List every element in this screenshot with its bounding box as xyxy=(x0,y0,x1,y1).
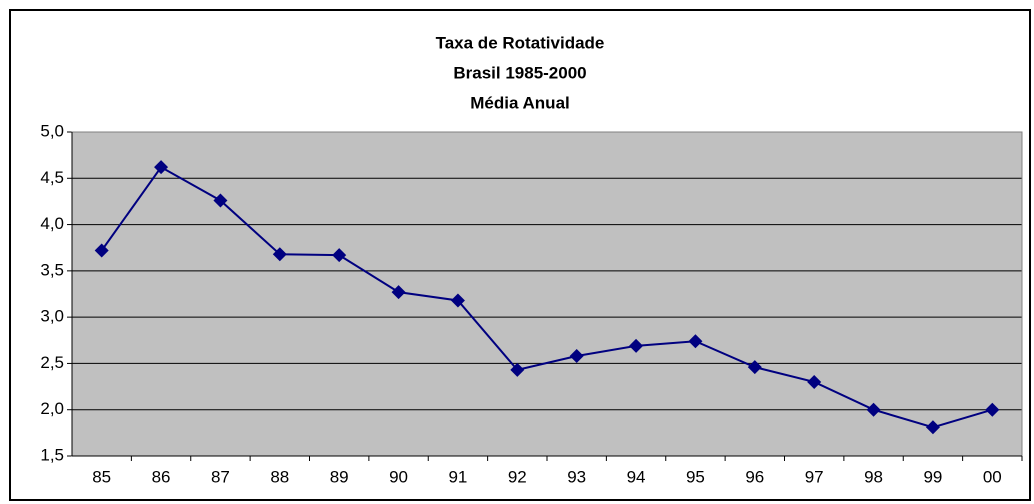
marker xyxy=(450,293,465,308)
chart-subtitle: Média Anual xyxy=(470,93,570,112)
y-tick-label: 2,5 xyxy=(40,353,64,372)
marker xyxy=(747,360,762,375)
marker xyxy=(569,349,584,364)
y-tick-label: 3,5 xyxy=(40,260,64,279)
x-tick-label: 00 xyxy=(983,467,1002,486)
marker xyxy=(510,362,525,377)
x-tick-label: 90 xyxy=(389,467,408,486)
x-tick-label: 88 xyxy=(270,467,289,486)
x-tick-label: 98 xyxy=(864,467,883,486)
marker xyxy=(213,193,228,208)
series-line xyxy=(100,165,993,429)
marker xyxy=(925,420,940,435)
marker xyxy=(866,402,881,417)
x-tick-label: 87 xyxy=(211,467,230,486)
marker xyxy=(332,248,347,263)
marker xyxy=(807,374,822,389)
x-tick-label: 86 xyxy=(152,467,171,486)
marker xyxy=(688,334,703,349)
y-tick-label: 3,0 xyxy=(40,307,64,326)
marker xyxy=(94,243,109,258)
plot-area xyxy=(72,132,1022,456)
marker xyxy=(391,285,406,300)
x-tick-label: 92 xyxy=(508,467,527,486)
marker xyxy=(154,160,169,175)
x-tick-label: 85 xyxy=(92,467,111,486)
y-tick-label: 1,5 xyxy=(40,445,64,464)
chart-title: Taxa de Rotatividade xyxy=(436,33,605,52)
y-tick-label: 2,0 xyxy=(40,399,64,418)
y-tick-label: 5,0 xyxy=(40,121,64,140)
x-tick-label: 97 xyxy=(805,467,824,486)
marker xyxy=(985,402,1000,417)
x-tick-label: 95 xyxy=(686,467,705,486)
x-tick-label: 93 xyxy=(567,467,586,486)
y-tick-label: 4,5 xyxy=(40,168,64,187)
x-tick-label: 94 xyxy=(627,467,646,486)
marker xyxy=(272,247,287,262)
x-tick-label: 91 xyxy=(448,467,467,486)
marker xyxy=(629,338,644,353)
x-tick-label: 99 xyxy=(923,467,942,486)
chart-subtitle: Brasil 1985-2000 xyxy=(453,63,586,82)
x-tick-label: 96 xyxy=(745,467,764,486)
x-tick-label: 89 xyxy=(330,467,349,486)
y-tick-label: 4,0 xyxy=(40,214,64,233)
